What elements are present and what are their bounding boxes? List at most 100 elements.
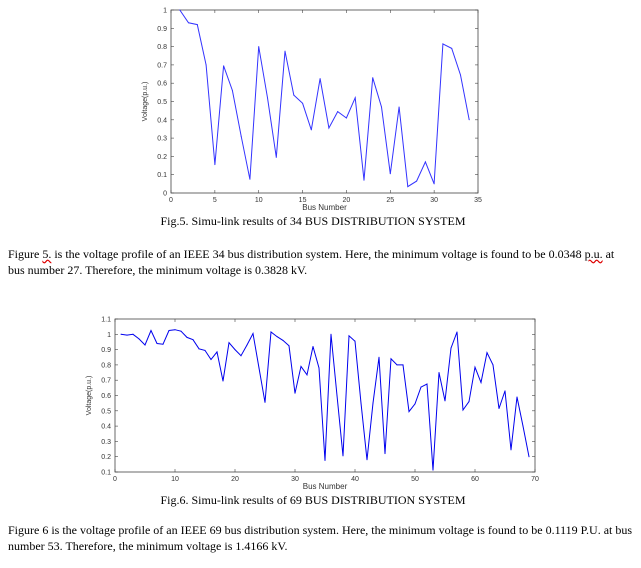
y-tick-label: 0.2	[101, 454, 111, 461]
data-point	[198, 348, 200, 350]
data-point	[398, 106, 400, 108]
data-point	[389, 173, 391, 175]
x-tick-label: 60	[471, 476, 479, 483]
data-point	[522, 425, 524, 427]
x-axis-label: Bus Number	[303, 482, 348, 491]
data-point	[330, 333, 332, 335]
data-point	[408, 411, 410, 413]
data-point	[438, 372, 440, 374]
y-tick-label: 1.1	[101, 317, 111, 324]
data-point	[249, 178, 251, 180]
data-point	[462, 409, 464, 411]
data-point	[120, 333, 122, 335]
data-point	[372, 402, 374, 404]
data-point	[474, 366, 476, 368]
y-tick-label: 0.5	[157, 99, 167, 106]
data-point	[162, 343, 164, 345]
y-tick-label: 0.5	[101, 408, 111, 415]
y-tick-label: 0.9	[101, 347, 111, 354]
data-point	[294, 392, 296, 394]
data-point	[510, 449, 512, 451]
paragraph-unit: p.u.	[584, 247, 603, 261]
y-tick-label: 0.2	[157, 154, 167, 161]
y-tick-label: 0.9	[157, 26, 167, 33]
data-point	[210, 359, 212, 361]
data-point	[179, 9, 181, 11]
data-point	[174, 329, 176, 331]
data-point	[407, 186, 409, 188]
data-point	[205, 64, 207, 66]
data-point	[354, 340, 356, 342]
data-point	[414, 403, 416, 405]
data-point	[240, 135, 242, 137]
data-point	[228, 342, 230, 344]
data-point	[504, 390, 506, 392]
data-point	[468, 119, 470, 121]
y-tick-label: 0.7	[157, 62, 167, 69]
data-point	[498, 408, 500, 410]
data-point	[516, 396, 518, 398]
x-tick-label: 0	[113, 476, 117, 483]
data-point	[366, 459, 368, 461]
y-axis-label: Voltage(p.u.)	[142, 82, 149, 122]
data-point	[372, 77, 374, 79]
data-point	[426, 383, 428, 385]
x-tick-label: 20	[231, 476, 239, 483]
figure5-caption: Fig.5. Simu-link results of 34 BUS DISTR…	[160, 214, 466, 228]
data-point	[328, 127, 330, 129]
y-axis-label: Voltage(p.u.)	[86, 376, 93, 416]
data-point	[337, 111, 339, 113]
data-point	[186, 336, 188, 338]
x-tick-label: 25	[386, 197, 394, 204]
data-point	[216, 351, 218, 353]
x-tick-label: 10	[255, 197, 263, 204]
data-point	[266, 97, 268, 99]
data-point	[223, 65, 225, 67]
x-tick-label: 5	[213, 197, 217, 204]
data-point	[528, 456, 530, 458]
data-point	[126, 334, 128, 336]
data-point	[306, 374, 308, 376]
data-point	[433, 183, 435, 185]
x-tick-label: 20	[343, 197, 351, 204]
data-point	[204, 349, 206, 351]
data-point	[363, 179, 365, 181]
x-axis-label: Bus Number	[302, 203, 347, 212]
y-tick-label: 0.4	[157, 117, 167, 124]
data-point	[282, 339, 284, 341]
data-point	[188, 22, 190, 24]
y-tick-label: 0.4	[101, 424, 111, 431]
x-tick-label: 40	[351, 476, 359, 483]
data-point	[288, 345, 290, 347]
data-point	[420, 386, 422, 388]
y-tick-label: 0.6	[157, 81, 167, 88]
data-point	[416, 180, 418, 182]
y-tick-label: 0.3	[157, 136, 167, 143]
figure6-caption: Fig.6. Simu-link results of 69 BUS DISTR…	[160, 493, 466, 507]
data-point	[144, 344, 146, 346]
figure5-chart: 0 5 10 15 20 25 30 35 0 0.1 0.2 0.3 0.4 0.5 0.6 0.7 0.8 0…	[142, 8, 482, 213]
data-point	[252, 333, 254, 335]
data-point	[384, 453, 386, 455]
x-tick-label: 15	[299, 197, 307, 204]
voltage-series-line	[179, 9, 470, 188]
data-point	[468, 401, 470, 403]
data-point	[270, 331, 272, 333]
x-tick-label: 50	[411, 476, 419, 483]
data-point	[492, 364, 494, 366]
y-tick-label: 0.1	[157, 172, 167, 179]
y-tick-label: 0.8	[157, 44, 167, 51]
x-tick-label: 30	[291, 476, 299, 483]
data-point	[138, 338, 140, 340]
data-point	[319, 78, 321, 80]
y-tick-label: 0.6	[101, 393, 111, 400]
data-point	[456, 331, 458, 333]
plot-frame	[114, 318, 536, 473]
data-point	[348, 335, 350, 337]
data-point	[275, 156, 277, 158]
data-point	[258, 46, 260, 48]
data-point	[284, 50, 286, 52]
data-point	[246, 344, 248, 346]
data-point	[234, 349, 236, 351]
data-point	[342, 455, 344, 457]
